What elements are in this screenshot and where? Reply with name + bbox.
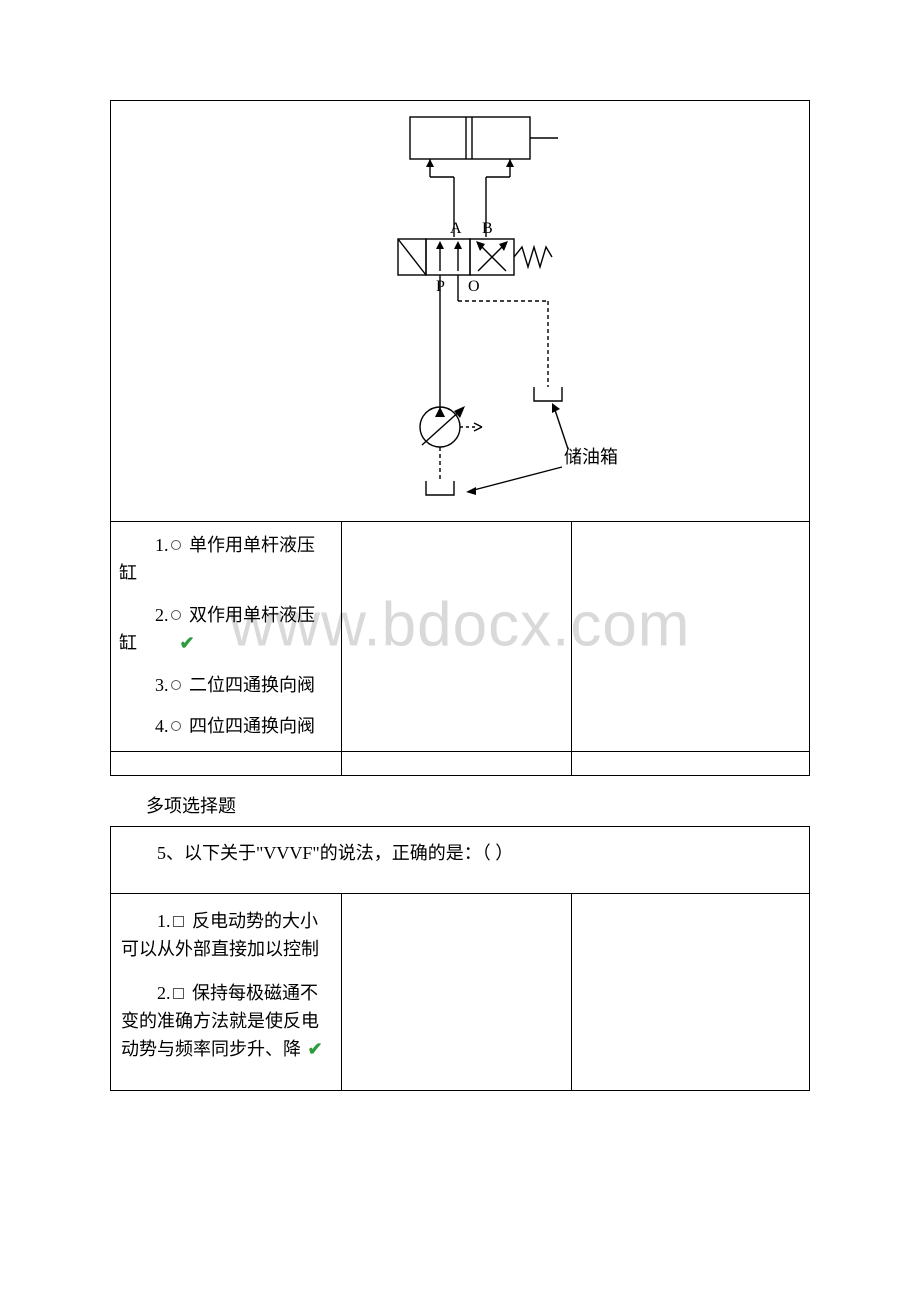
option-number: 4. xyxy=(155,716,169,736)
q5-option-1: 1. 反电动势的大小可以从外部直接加以控制 xyxy=(121,908,331,964)
option-number: 1. xyxy=(121,908,171,936)
radio-icon[interactable] xyxy=(171,680,181,690)
svg-text:A: A xyxy=(450,220,462,237)
radio-icon[interactable] xyxy=(171,540,181,550)
checkmark-icon: ✔ xyxy=(308,1036,323,1064)
multi-choice-header: 多项选择题 xyxy=(110,792,810,818)
q4-footer-mid xyxy=(341,752,572,776)
radio-icon[interactable] xyxy=(171,610,181,620)
checkmark-icon: ✔ xyxy=(144,630,195,658)
question-4-table: A B xyxy=(110,100,810,776)
svg-text:O: O xyxy=(468,278,480,295)
option-number: 2. xyxy=(155,605,169,625)
q5-right-cell xyxy=(572,894,810,1090)
option-text: 四位四通换向阀 xyxy=(189,716,315,736)
option-number: 3. xyxy=(155,675,169,695)
hydraulic-diagram-cell: A B xyxy=(111,101,810,522)
q4-footer-right xyxy=(572,752,810,776)
q4-footer-left xyxy=(111,752,342,776)
q5-question-text: 5、以下关于"VVVF"的说法，正确的是：（ ） xyxy=(157,843,513,863)
q4-option-2: 2. 双作用单杆液压缸 ✔ xyxy=(119,602,333,658)
page-content: A B xyxy=(110,100,810,1091)
option-number: 2. xyxy=(121,980,171,1008)
q5-option-2: 2. 保持每极磁通不变的准确方法就是使反电动势与频率同步升、降 ✔ xyxy=(121,980,331,1064)
q4-option-3: 3. 二位四通换向阀 xyxy=(119,672,333,700)
q5-options-cell: 1. 反电动势的大小可以从外部直接加以控制 2. 保持每极磁通不变的准确方法就是… xyxy=(111,894,342,1090)
option-text: 二位四通换向阀 xyxy=(189,675,315,695)
option-text: 单作用单杆液压缸 xyxy=(119,535,315,583)
q5-question-cell: 5、以下关于"VVVF"的说法，正确的是：（ ） xyxy=(111,827,810,894)
checkbox-icon[interactable] xyxy=(173,916,184,927)
svg-text:储油箱: 储油箱 xyxy=(564,447,618,467)
svg-text:B: B xyxy=(482,220,493,237)
option-number: 1. xyxy=(155,535,169,555)
q4-option-4: 4. 四位四通换向阀 xyxy=(119,713,333,741)
q4-option-1: 1. 单作用单杆液压缸 xyxy=(119,532,333,588)
question-5-table: 5、以下关于"VVVF"的说法，正确的是：（ ） 1. 反电动势的大小可以从外部… xyxy=(110,826,810,1090)
hydraulic-circuit-diagram: A B xyxy=(290,111,630,511)
q5-mid-cell xyxy=(341,894,572,1090)
checkbox-icon[interactable] xyxy=(173,988,184,999)
radio-icon[interactable] xyxy=(171,721,181,731)
q4-mid-cell xyxy=(341,522,572,752)
q4-options-cell: 1. 单作用单杆液压缸 2. 双作用单杆液压缸 ✔ 3. 二位四通换向阀 4. … xyxy=(111,522,342,752)
q4-right-cell xyxy=(572,522,810,752)
